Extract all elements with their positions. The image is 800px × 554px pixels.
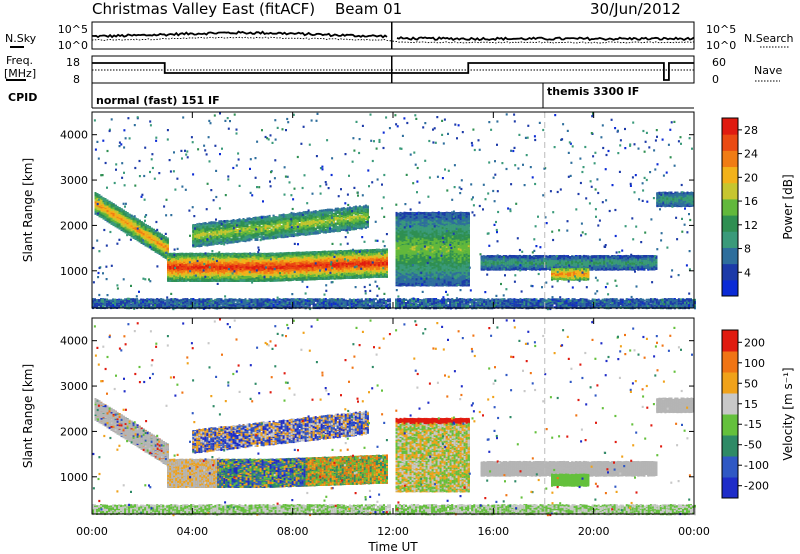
power-cell bbox=[105, 209, 107, 211]
power-cell bbox=[101, 196, 103, 198]
power-cell bbox=[99, 195, 101, 197]
power-cell bbox=[105, 218, 107, 220]
power-cell bbox=[107, 206, 109, 208]
nsky-label: N.Sky bbox=[5, 32, 37, 45]
power-cell bbox=[103, 213, 105, 215]
noise-tick-left-bottom: 10^0 bbox=[58, 39, 88, 52]
power-cell bbox=[103, 205, 105, 207]
power-cell bbox=[101, 214, 103, 216]
power-cell bbox=[107, 212, 109, 214]
power-cell bbox=[95, 203, 97, 205]
noise-panel: N.Sky N.Search 10^5 10^0 10^5 10^0 bbox=[5, 22, 794, 52]
noise-tick-right-top: 10^5 bbox=[706, 23, 736, 36]
power-cell bbox=[103, 215, 105, 217]
power-cell bbox=[103, 208, 105, 210]
noise-tick-right-bottom: 10^0 bbox=[706, 39, 736, 52]
power-cell bbox=[97, 201, 99, 203]
power-cell bbox=[101, 200, 103, 202]
nave-tick-top: 60 bbox=[712, 56, 726, 69]
beam-label: Beam 01 bbox=[335, 0, 402, 18]
power-cell bbox=[99, 208, 101, 210]
power-cell bbox=[97, 210, 99, 212]
figure: Christmas Valley East (fitACF) Beam 01 3… bbox=[0, 0, 800, 554]
power-cell bbox=[99, 204, 101, 206]
power-cell bbox=[103, 198, 105, 200]
power-cell bbox=[105, 213, 107, 215]
freq-tick-bottom: 8 bbox=[73, 73, 80, 86]
power-cell bbox=[99, 215, 101, 217]
freq-panel: Freq. [MHz] 18 8 60 0 Nave bbox=[4, 54, 782, 86]
noise-tick-left-top: 10^5 bbox=[58, 23, 88, 36]
power-cell bbox=[107, 216, 109, 218]
power-cell bbox=[97, 208, 99, 210]
power-cell bbox=[101, 208, 103, 210]
power-cell bbox=[107, 203, 109, 205]
nave-label: Nave bbox=[754, 64, 782, 77]
power-cell bbox=[107, 219, 109, 221]
power-cell bbox=[107, 214, 109, 216]
cpid-label: CPID bbox=[8, 91, 37, 104]
power-cell bbox=[95, 199, 97, 201]
power-cell bbox=[99, 201, 101, 203]
cpid-mode-normal: normal (fast) 151 IF bbox=[96, 94, 220, 107]
power-cell bbox=[95, 206, 97, 208]
cpid-mode-themis: themis 3300 IF bbox=[547, 85, 639, 98]
power-cell bbox=[97, 196, 99, 198]
nave-tick-bottom: 0 bbox=[712, 73, 719, 86]
power-cell bbox=[95, 211, 97, 213]
freq-tick-top: 18 bbox=[66, 56, 80, 69]
power-scatter bbox=[92, 112, 696, 310]
power-cell bbox=[101, 216, 103, 218]
nsearch-label: N.Search bbox=[744, 32, 794, 45]
power-cell bbox=[105, 199, 107, 201]
chart-title: Christmas Valley East (fitACF) bbox=[92, 0, 315, 18]
freq-line bbox=[92, 63, 694, 80]
cpid-panel: CPID normal (fast) 151 IF themis 3300 IF bbox=[8, 83, 694, 108]
date-label: 30/Jun/2012 bbox=[590, 0, 681, 18]
freq-label-1: Freq. bbox=[6, 54, 33, 67]
freq-label-2: [MHz] bbox=[4, 67, 36, 80]
power-cell bbox=[101, 202, 103, 204]
noise-sky-line bbox=[92, 32, 694, 40]
power-cell bbox=[95, 194, 97, 196]
